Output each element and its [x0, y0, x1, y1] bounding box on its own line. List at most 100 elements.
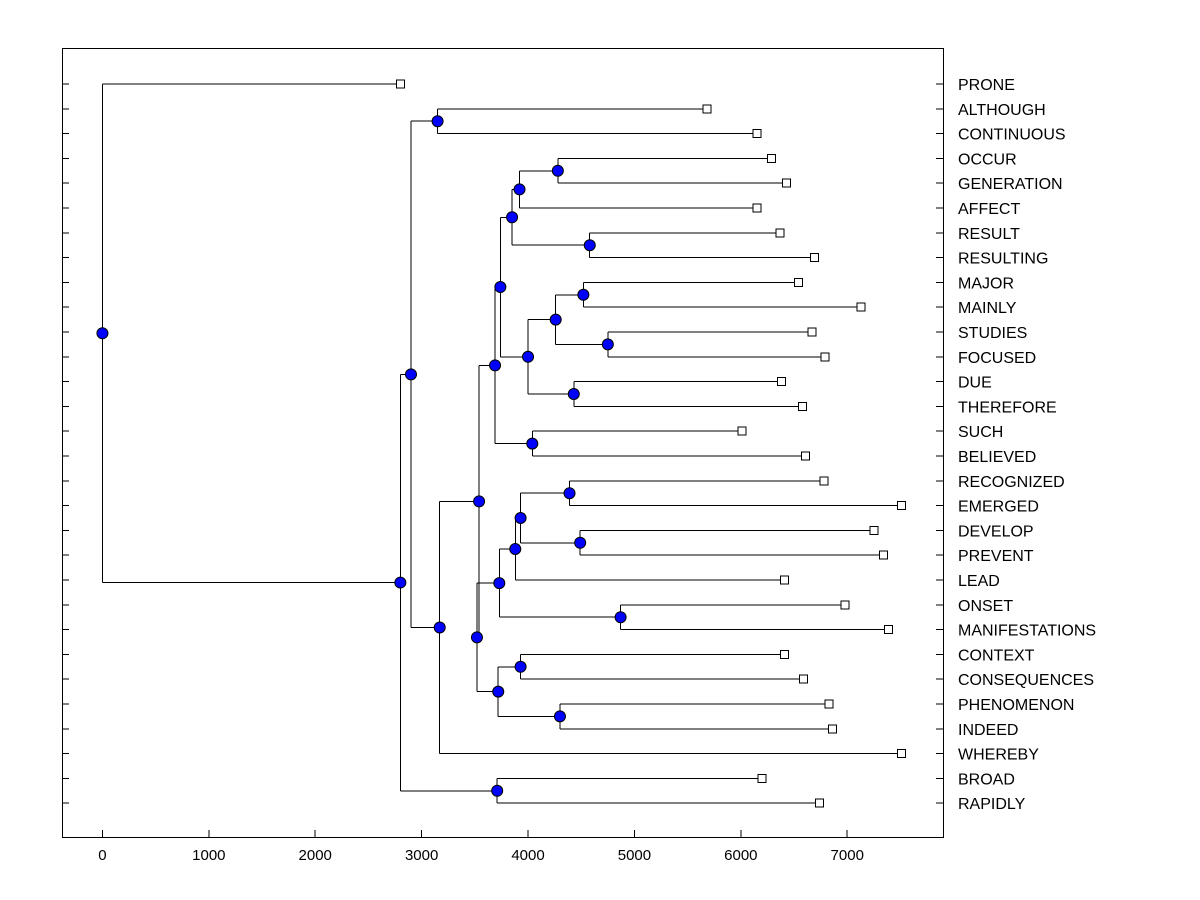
- x-axis-labels: 0 1000 2000 3000 4000 5000 6000 7000: [98, 847, 864, 864]
- x-tick-label-4000: 4000: [511, 847, 544, 864]
- leaf-marker-generation: [782, 178, 792, 188]
- x-tick-label-3000: 3000: [405, 847, 438, 864]
- merge-node-n3: [513, 183, 526, 196]
- leaf-label-continuous: CONTINUOUS: [958, 127, 1066, 144]
- leaf-marker-believed: [801, 451, 811, 461]
- merge-node-n28: [394, 576, 407, 589]
- leaf-marker-develop: [869, 525, 879, 535]
- leaf-label-develop: DEVELOP: [958, 523, 1034, 540]
- leaf-marker-studies: [807, 327, 817, 337]
- leaf-label-affect: AFFECT: [958, 201, 1020, 218]
- leaf-label-lead: LEAD: [958, 573, 1000, 590]
- merge-node-n12: [526, 437, 539, 450]
- x-tick-label-5000: 5000: [618, 847, 651, 864]
- merge-node-n27: [491, 784, 504, 797]
- plot-frame: [62, 48, 944, 838]
- leaf-label-focused: FOCUSED: [958, 350, 1036, 367]
- y-axis-labels: PRONE ALTHOUGH CONTINUOUS OCCUR GENERATION AF…: [958, 77, 1096, 813]
- merge-node-n5: [506, 211, 519, 224]
- leaf-label-occur: OCCUR: [958, 151, 1017, 168]
- merge-node-n26: [404, 368, 417, 381]
- leaf-marker-prone: [395, 79, 405, 89]
- leaf-label-onset: ONSET: [958, 598, 1013, 615]
- leaf-marker-although: [702, 104, 712, 114]
- leaf-label-broad: BROAD: [958, 771, 1015, 788]
- leaf-label-context: CONTEXT: [958, 647, 1035, 664]
- leaf-label-emerged: EMERGED: [958, 499, 1039, 516]
- x-axis-ticks: [101, 830, 848, 837]
- leaf-marker-prevent: [878, 550, 888, 560]
- merge-node-n22: [492, 685, 505, 698]
- leaf-marker-continuous: [752, 129, 762, 139]
- leaf-marker-result: [775, 228, 785, 238]
- leaf-label-although: ALTHOUGH: [958, 102, 1046, 119]
- leaf-marker-resulting: [809, 253, 819, 263]
- merge-node-n25: [433, 621, 446, 634]
- leaf-marker-lead: [779, 575, 789, 585]
- merge-node-n7: [601, 338, 614, 351]
- merge-node-n6: [577, 288, 590, 301]
- merge-node-n16: [514, 512, 527, 524]
- merge-node-n14: [563, 487, 576, 500]
- merge-node-n9: [567, 388, 580, 400]
- leaf-marker-recognized: [819, 476, 829, 486]
- leaf-marker-major: [793, 277, 803, 287]
- merge-node-n29: [96, 327, 109, 340]
- leaf-label-therefore: THEREFORE: [958, 399, 1057, 416]
- merge-node-n20: [514, 660, 527, 673]
- leaf-label-due: DUE: [958, 375, 992, 392]
- leaf-label-result: RESULT: [958, 226, 1020, 243]
- leaf-label-mainly: MAINLY: [958, 300, 1017, 317]
- leaf-marker-indeed: [827, 724, 837, 734]
- merge-node-n10: [522, 350, 535, 363]
- merge-node-n11: [494, 281, 507, 294]
- leaf-marker-emerged: [897, 501, 907, 511]
- merge-node-n1: [431, 115, 444, 128]
- merge-node-n2: [551, 164, 564, 177]
- merge-node-n13: [489, 359, 502, 372]
- x-tick-label-0: 0: [98, 847, 106, 864]
- leaf-label-prevent: PREVENT: [958, 548, 1034, 565]
- leaf-marker-mainly: [856, 302, 866, 312]
- leaf-label-recognized: RECOGNIZED: [958, 474, 1065, 491]
- leaf-label-manifestations: MANIFESTATIONS: [958, 623, 1096, 640]
- leaf-label-whereby: WHEREBY: [958, 747, 1039, 764]
- x-tick-label-7000: 7000: [831, 847, 864, 864]
- leaf-marker-occur: [767, 153, 777, 163]
- leaf-marker-onset: [840, 600, 850, 610]
- leaf-marker-due: [776, 377, 786, 387]
- leaf-marker-context: [779, 649, 789, 659]
- merge-nodes: [96, 115, 627, 797]
- merge-node-n4: [583, 239, 596, 252]
- leaf-marker-affect: [752, 203, 762, 213]
- leaf-label-believed: BELIEVED: [958, 449, 1036, 466]
- merge-node-n8: [549, 313, 562, 326]
- leaf-markers: [395, 79, 907, 808]
- x-tick-label-6000: 6000: [724, 847, 757, 864]
- leaf-label-prone: PRONE: [958, 77, 1015, 94]
- merge-node-n24: [473, 495, 486, 508]
- leaf-marker-broad: [757, 773, 767, 783]
- leaf-marker-such: [737, 426, 747, 436]
- y-axis-ticks: [62, 83, 943, 804]
- merge-node-n15: [574, 536, 587, 549]
- merge-node-n23: [470, 631, 483, 644]
- leaf-marker-manifestations: [884, 625, 894, 635]
- x-tick-label-1000: 1000: [192, 847, 225, 864]
- leaf-marker-whereby: [897, 749, 907, 759]
- leaf-label-indeed: INDEED: [958, 722, 1018, 739]
- leaf-label-such: SUCH: [958, 424, 1003, 441]
- leaf-label-major: MAJOR: [958, 275, 1014, 292]
- leaf-label-resulting: RESULTING: [958, 251, 1048, 268]
- merge-node-n19: [493, 577, 506, 590]
- merge-node-n21: [553, 710, 566, 723]
- leaf-marker-phenomenon: [824, 699, 834, 709]
- leaf-marker-focused: [820, 352, 830, 362]
- merge-node-n18: [614, 611, 627, 624]
- merge-node-n17: [509, 543, 522, 555]
- leaf-label-rapidly: RAPIDLY: [958, 796, 1026, 813]
- leaf-marker-therefore: [798, 401, 808, 411]
- leaf-marker-consequences: [799, 674, 809, 684]
- leaf-label-studies: STUDIES: [958, 325, 1027, 342]
